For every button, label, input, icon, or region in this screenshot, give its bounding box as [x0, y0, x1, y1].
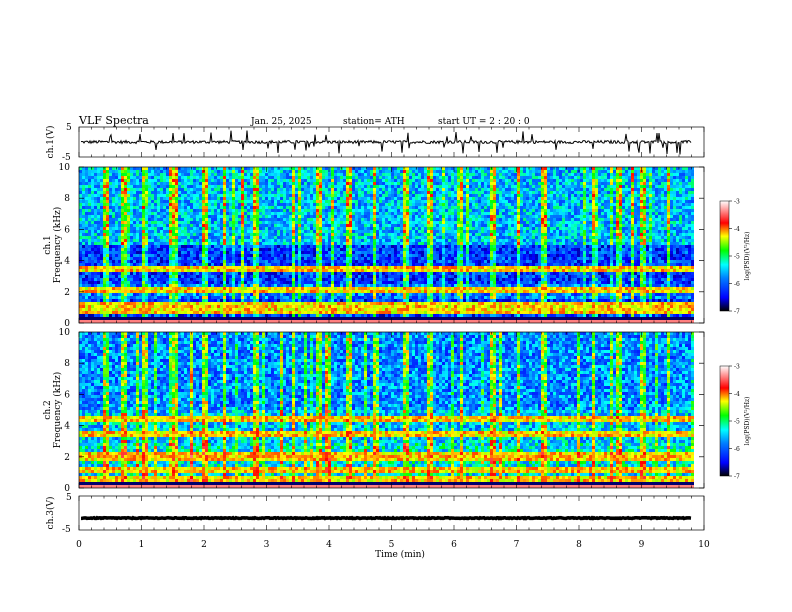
ch3-ylabel: ch.3(V) [45, 497, 56, 530]
date-label: Jan. 25, 2025 [250, 117, 312, 127]
ch1-spectrogram-ylabel-frequency: Frequency (kHz) [52, 207, 63, 284]
time-tick-label: 9 [639, 540, 645, 550]
colorbar-tick-label: -5 [734, 419, 740, 426]
colorbar-tick-label: -5 [734, 254, 740, 261]
time-tick-label: 0 [76, 540, 82, 550]
ch1-waveform-trace [80, 130, 692, 155]
frequency-tick-label: 8 [64, 194, 70, 204]
time-tick-label: 2 [201, 540, 207, 550]
ch2-frequency-ticks: 0 2 4 6 8 10 [59, 328, 704, 494]
start-ut-label: start UT = 2 : 20 : 0 [438, 117, 530, 127]
ch3-waveform-panel: 5 -5 ch.3(V) 0 1 2 3 4 5 6 7 8 9 10 [45, 493, 710, 550]
station-label: station= ATH [343, 117, 405, 127]
ch2-colorbar: -3 -4 -5 -6 -7 log(PSD)(V²/Hz) [719, 364, 751, 481]
ch1-waveform-ticks [78, 127, 705, 157]
frequency-tick-label: 6 [64, 390, 70, 400]
time-tick-label: 4 [326, 540, 332, 550]
colorbar-tick-label: -4 [734, 226, 740, 233]
ch3-waveform-frame [78, 495, 705, 531]
time-tick-label: 3 [264, 540, 270, 550]
ch1-waveform-panel: 5 -5 ch.1(V) [45, 123, 705, 163]
frequency-tick-label: 10 [59, 328, 71, 338]
frequency-tick-label: 2 [64, 453, 70, 463]
frequency-tick-label: 0 [64, 319, 70, 329]
colorbar-tick-label: -6 [734, 446, 740, 453]
ch1-colorbar: -3 -4 -5 -6 -7 log(PSD)(V²/Hz) [719, 199, 751, 316]
figure-title: VLF Spectra [78, 114, 149, 127]
ch1-spectrogram-ylabel-channel: ch.1 [43, 235, 53, 254]
time-tick-label: 8 [576, 540, 582, 550]
ch2-spectrogram-panel: 0 2 4 6 8 10 ch.2 Frequency (kHz) [43, 328, 705, 494]
colorbar-tick-label: -3 [734, 199, 740, 206]
ch2-spectrogram-ylabel-frequency: Frequency (kHz) [52, 372, 63, 449]
ch2-spectrogram-image [79, 332, 694, 488]
frequency-tick-label: 2 [64, 288, 70, 298]
ch1-colorbar-ticks: -3 -4 -5 -6 -7 [729, 199, 740, 316]
ch3-ytick-top: 5 [66, 493, 72, 503]
frequency-tick-label: 10 [59, 163, 71, 173]
colorbar-tick-label: -7 [734, 474, 740, 481]
frequency-tick-label: 6 [64, 225, 70, 235]
ch2-spectrogram-ylabel-channel: ch.2 [43, 400, 53, 419]
frequency-tick-label: 8 [64, 359, 70, 369]
ch1-colorbar-gradient [719, 200, 730, 312]
colorbar-tick-label: -6 [734, 281, 740, 288]
time-tick-label: 7 [514, 540, 520, 550]
ch2-spectrogram-xticks [78, 332, 705, 488]
ch1-frequency-ticks: 0 2 4 6 8 10 [59, 163, 704, 329]
time-tick-label: 6 [451, 540, 457, 550]
colorbar-tick-label: -4 [734, 391, 740, 398]
time-axis: 0 1 2 3 4 5 6 7 8 9 10 [76, 496, 710, 550]
ch2-colorbar-ticks: -3 -4 -5 -6 -7 [729, 364, 740, 481]
time-tick-label: 1 [139, 540, 145, 550]
ch3-ytick-bottom: -5 [62, 525, 71, 535]
ch2-colorbar-gradient [719, 365, 730, 477]
time-tick-label: 5 [389, 540, 395, 550]
time-tick-label: 10 [698, 540, 710, 550]
ch1-spectrogram-xticks [78, 167, 705, 323]
colorbar-tick-label: -7 [734, 309, 740, 316]
frequency-tick-label: 0 [64, 484, 70, 494]
ch1-ytick-top: 5 [66, 123, 72, 133]
ch1-ylabel: ch.1(V) [45, 126, 56, 159]
ch1-ytick-bottom: -5 [62, 153, 71, 163]
ch1-spectrogram-panel: 0 2 4 6 8 10 ch.1 Frequency (kHz) [43, 163, 705, 329]
frequency-tick-label: 4 [64, 257, 70, 267]
time-axis-label: Time (min) [375, 549, 425, 560]
ch1-spectrogram-image [79, 167, 694, 323]
frequency-tick-label: 4 [64, 422, 70, 432]
ch1-colorbar-label: log(PSD)(V²/Hz) [744, 232, 751, 281]
ch2-colorbar-label: log(PSD)(V²/Hz) [744, 397, 751, 446]
colorbar-tick-label: -3 [734, 364, 740, 371]
ch3-waveform-trace [81, 515, 692, 521]
